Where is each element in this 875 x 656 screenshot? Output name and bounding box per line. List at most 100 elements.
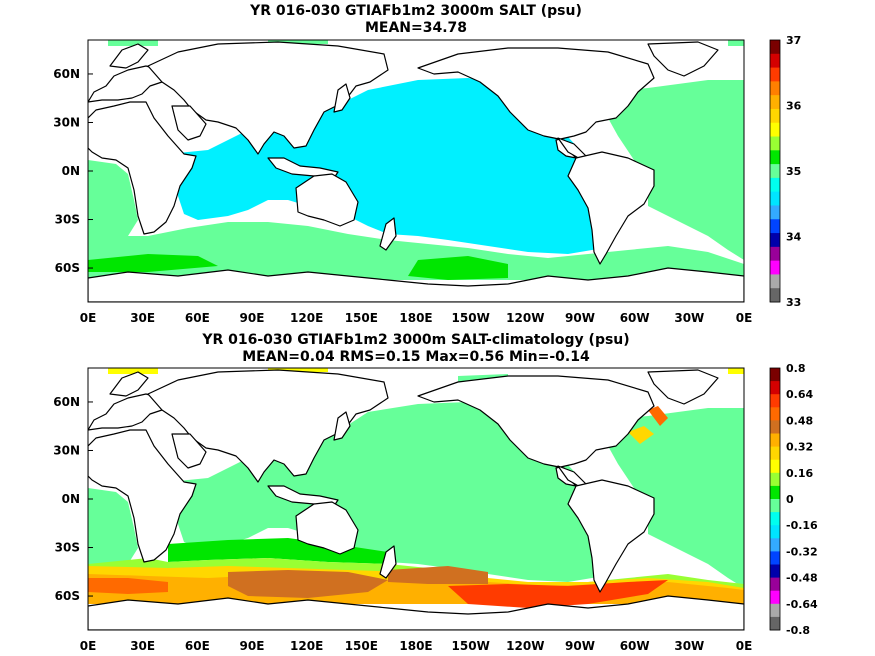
panel1-colorbar-swatch (770, 191, 780, 206)
panel1-x-ticks: 0E 30E 60E 90E 120E 150E 180E 150W 120W 90W 60W 30W… (80, 311, 753, 325)
panel1-atlantic-field (608, 80, 744, 260)
panel2-brown-band (228, 570, 388, 598)
panel1-y-tick-label: 30N (53, 115, 80, 129)
panel1-colorbar-swatch (770, 67, 780, 82)
panel1-y-tick-label: 60S (55, 261, 80, 275)
panel2-colorbar-swatch (770, 472, 780, 487)
panel1-colorbar-label: 36 (786, 100, 802, 113)
panel1-colorbar-swatch (770, 205, 780, 220)
panel2-map (88, 368, 744, 630)
panel2-colorbar-label: 0.64 (786, 388, 813, 401)
panel1-x-tick-label: 120E (290, 311, 323, 325)
panel2-y-tick-label: 0N (62, 492, 80, 506)
panel1-x-tick-label: 150E (345, 311, 378, 325)
panel2-colorbar-label: 0 (786, 493, 794, 506)
panel2-colorbar-swatch (770, 407, 780, 421)
panel2-colorbar-label: 0.32 (786, 441, 813, 454)
panel1-colorbar-swatch (770, 246, 780, 262)
panel2-x-tick-label: 30W (674, 639, 704, 653)
panel1-colorbar-swatch (770, 95, 780, 110)
panel1-x-tick-label: 30E (130, 311, 155, 325)
panel1-pacific-field (168, 78, 608, 254)
panel1-title: YR 016-030 GTIAFb1m2 3000m SALT (psu) (249, 3, 582, 19)
panel1-colorbar-label: 35 (786, 165, 801, 178)
panel2-colorbar-label: 0.16 (786, 467, 813, 480)
panel1-colorbar-swatch (770, 233, 780, 248)
panel2-colorbar-swatch (770, 577, 780, 592)
panel1-fringe-field-2 (88, 254, 218, 272)
panel2-x-tick-label: 60E (185, 639, 210, 653)
panel2-colorbar-swatch (770, 368, 780, 382)
panel1-y-tick-label: 60N (53, 67, 80, 81)
panel2-gulfstream-spot-2 (628, 426, 654, 444)
panel2-x-tick-label: 180E (399, 639, 432, 653)
panel2-field (88, 368, 744, 608)
panel1-x-tick-label: 30W (674, 311, 704, 325)
panel1-southern-field (88, 222, 744, 280)
panel2-colorbar-swatch (770, 420, 780, 434)
panel2-title: YR 016-030 GTIAFb1m2 3000m SALT-climatol… (201, 332, 629, 348)
panel2-colorbar-swatch (770, 538, 780, 552)
panel1-colorbar-swatch (770, 108, 780, 124)
panel1-x-tick-label: 90E (240, 311, 265, 325)
panel2-colorbar-swatch (770, 616, 780, 631)
panel2-colorbar-frame (769, 367, 781, 631)
panel2-subtitle: MEAN=0.04 RMS=0.15 Max=0.56 Min=-0.14 (242, 349, 590, 365)
panel2-colorbar-label: -0.16 (786, 519, 818, 532)
panel1-colorbar-swatch (770, 164, 780, 179)
panel2-x-tick-label: 90E (240, 639, 265, 653)
panel1-colorbar-label: 37 (786, 34, 801, 47)
panel1-colorbar-swatch (770, 274, 780, 289)
panel2-x-tick-label: 30E (130, 639, 155, 653)
panel2-colorbar-label: -0.64 (786, 598, 818, 611)
panel1-x-tick-label: 180E (399, 311, 432, 325)
panel2-x-ticks: 0E 30E 60E 90E 120E 150E 180E 150W 120W 90W 60W 30W… (80, 639, 753, 653)
panel1-fringe-field (408, 256, 508, 280)
panel1-subtitle: MEAN=34.78 (365, 20, 467, 36)
panel2-x-tick-label: 150E (345, 639, 378, 653)
panel2-colorbar: 0.8 0.64 0.48 0.32 0.16 0 -0.16 -0.32 -0.48 -0.64… (769, 362, 818, 637)
panel2-colorbar-swatch (770, 525, 780, 539)
panel2-colorbar-label: 0.8 (786, 362, 806, 375)
panel1-x-tick-label: 150W (452, 311, 490, 325)
panel2-red-band-2 (88, 578, 168, 594)
panel1-map (88, 40, 744, 302)
panel2-colorbar-swatch (770, 551, 780, 565)
panel2-y-tick-label: 60N (53, 395, 80, 409)
panel2-y-tick-label: 60S (55, 589, 80, 603)
panel2-x-tick-label: 60W (620, 639, 650, 653)
panel1-eastatlantic-field (88, 160, 138, 240)
panel2-x-tick-label: 120E (290, 639, 323, 653)
panel1-x-tick-label: 90W (565, 311, 595, 325)
panel1-y-tick-label: 30S (55, 213, 80, 227)
panel2-colorbar-label: -0.32 (786, 545, 818, 558)
panel1-colorbar-swatch (770, 288, 780, 303)
panel1-colorbar-swatch (770, 136, 780, 151)
panel1-colorbar-label: 33 (786, 296, 801, 309)
panel2-red-band (448, 580, 668, 608)
panel1-colorbar-swatch (770, 81, 780, 96)
panel1-colorbar-swatch (770, 177, 780, 193)
panel2-y-tick-label: 30N (53, 443, 80, 457)
panel1-x-tick-label: 120W (506, 311, 544, 325)
panel2-colorbar-label: -0.8 (786, 624, 810, 637)
panel1-colorbar-swatch (770, 150, 780, 165)
panel2-colorbar-label: -0.48 (786, 572, 818, 585)
panel2-x-tick-label: 150W (452, 639, 490, 653)
panel1-colorbar-swatch (770, 219, 780, 234)
panel2-colorbar-swatch (770, 512, 780, 526)
panel1-x-tick-label: 0E (736, 311, 753, 325)
panel1-colorbar-swatch (770, 260, 780, 275)
panel2-colorbar-swatch (770, 381, 780, 395)
panel2-colorbar-label: 0.48 (786, 414, 813, 427)
panel1-colorbar-swatch (770, 122, 780, 138)
panel2-ocean-field (168, 402, 608, 582)
panel1-field (88, 40, 744, 280)
panel1-x-tick-label: 60E (185, 311, 210, 325)
panel1-colorbar-swatch (770, 40, 780, 55)
panel2-y-ticks: 60N 30N 0N 30S 60S (53, 395, 93, 603)
panel1-colorbar: 37 36 35 34 33 (769, 34, 802, 309)
panel2-x-tick-label: 120W (506, 639, 544, 653)
panel2-colorbar-swatch (770, 603, 780, 618)
panel2-x-tick-label: 90W (565, 639, 595, 653)
